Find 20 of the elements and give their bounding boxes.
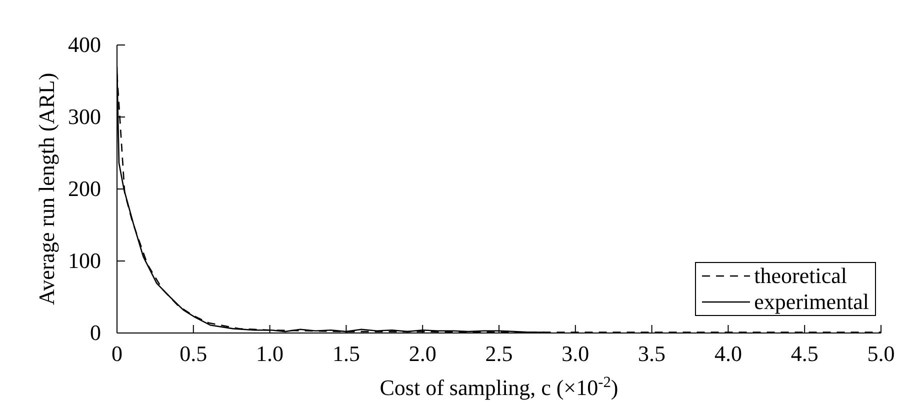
legend-label: theoretical (754, 263, 847, 289)
y-tick-label: 0 (90, 320, 101, 345)
x-axis-title: Cost of sampling, c (×10$^{-2}$) (380, 374, 618, 400)
y-tick-label: 200 (68, 176, 101, 201)
x-tick-label: 0.5 (180, 341, 208, 366)
x-tick-label: 3.0 (562, 341, 590, 366)
y-tick-label: 300 (68, 104, 101, 129)
x-tick-label: 1.0 (256, 341, 284, 366)
x-tick-label: 2.0 (408, 341, 436, 366)
x-tick-label: 4.0 (714, 341, 742, 366)
y-tick-label: 400 (68, 32, 101, 57)
x-tick-label: 4.5 (790, 341, 818, 366)
x-tick-label: 1.5 (332, 341, 360, 366)
x-tick-label: 5.0 (867, 341, 895, 366)
x-tick-label: 0 (112, 341, 122, 366)
x-tick-label: 3.5 (638, 341, 666, 366)
x-tick-label: 2.5 (485, 341, 513, 366)
y-axis-title: Average run length (ARL) (34, 72, 59, 306)
y-tick-label: 100 (68, 248, 101, 273)
legend-label: experimental (754, 289, 869, 315)
